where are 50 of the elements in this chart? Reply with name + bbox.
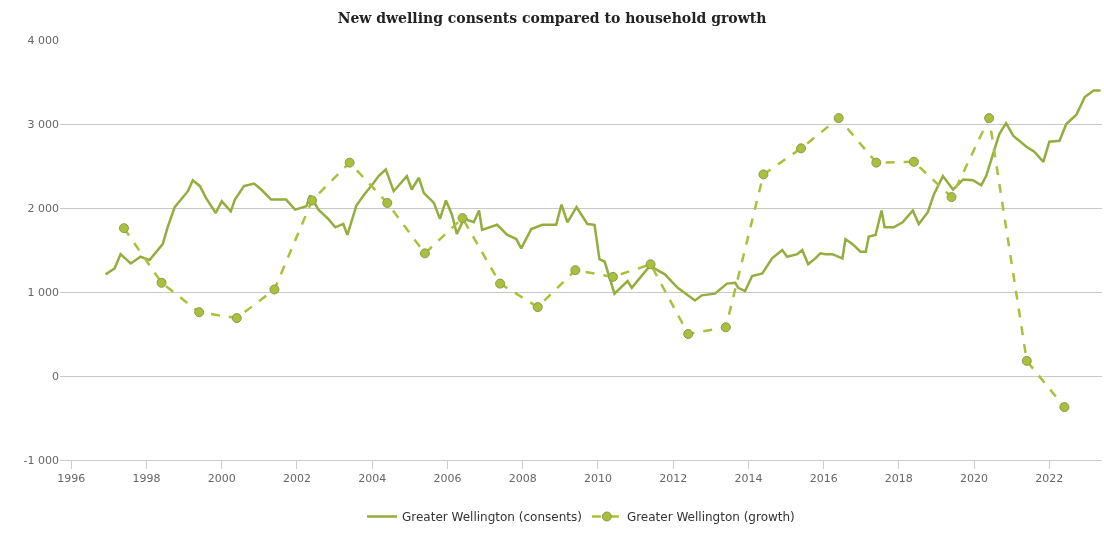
point xyxy=(871,157,882,168)
y-tick-label: 0 xyxy=(52,369,59,383)
x-tick-label: 2010 xyxy=(583,472,612,486)
x-tick-label: 2022 xyxy=(1035,472,1064,486)
point xyxy=(269,284,280,295)
point xyxy=(946,192,957,203)
point xyxy=(570,265,581,276)
point xyxy=(344,157,355,168)
point xyxy=(720,322,731,333)
point xyxy=(1059,402,1070,413)
x-tick-label: 2000 xyxy=(207,472,236,486)
legend-label: Greater Wellington (growth) xyxy=(626,510,795,525)
x-tick-label: 1996 xyxy=(57,472,86,486)
x-tick-label: 2016 xyxy=(809,472,838,486)
y-tick-label: 1 000 xyxy=(27,285,59,299)
y-tick-label: -1 000 xyxy=(23,453,59,467)
point xyxy=(532,302,543,313)
x-tick-label: 2020 xyxy=(960,472,989,486)
point xyxy=(908,156,919,167)
point xyxy=(457,213,468,224)
point xyxy=(194,307,205,318)
point xyxy=(382,197,393,208)
point xyxy=(118,223,129,234)
x-tick-label: 1998 xyxy=(132,472,161,486)
x-tick-label: 2008 xyxy=(508,472,537,486)
x-tick-label: 2004 xyxy=(358,472,387,486)
legend-label: Greater Wellington (consents) xyxy=(402,510,582,525)
line-series xyxy=(104,89,1102,302)
y-tick-label: 2 000 xyxy=(27,201,59,215)
point xyxy=(758,169,769,180)
point xyxy=(1021,355,1032,366)
point xyxy=(495,278,506,289)
point xyxy=(156,277,167,288)
chart-title: New dwelling consents compared to household growth xyxy=(337,10,767,27)
x-tick-label: 2006 xyxy=(433,472,462,486)
point xyxy=(645,259,656,270)
point xyxy=(307,195,318,206)
y-tick-label: 4 000 xyxy=(27,33,59,47)
y-tick-label: 3 000 xyxy=(27,117,59,131)
x-tick-label: 2012 xyxy=(659,472,688,486)
point xyxy=(833,113,844,124)
x-tick-label: 2002 xyxy=(282,472,311,486)
x-tick-label: 2014 xyxy=(734,472,763,486)
point xyxy=(796,143,807,154)
point xyxy=(607,271,618,282)
point xyxy=(683,329,694,339)
point xyxy=(419,248,430,259)
point xyxy=(984,113,995,124)
x-tick-label: 2018 xyxy=(884,472,913,486)
point xyxy=(231,313,242,324)
